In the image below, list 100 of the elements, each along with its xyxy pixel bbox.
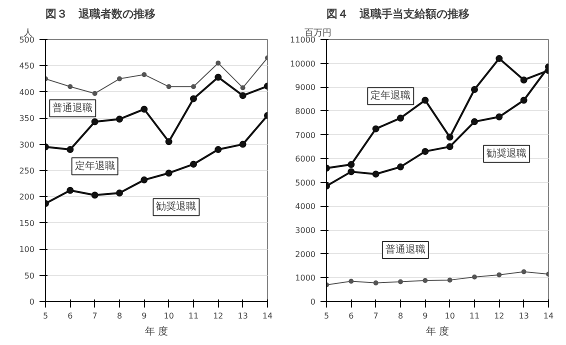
point bbox=[140, 106, 148, 113]
point bbox=[372, 170, 380, 178]
point bbox=[216, 60, 221, 66]
series-label: 定年退職 bbox=[74, 160, 115, 172]
x-tick-label: 7 bbox=[373, 312, 378, 320]
point bbox=[397, 114, 404, 122]
point bbox=[520, 76, 528, 84]
point bbox=[239, 92, 246, 100]
point bbox=[446, 134, 454, 141]
chart-title: 図４ 退職手当支給額の推移 bbox=[326, 8, 470, 20]
x-axis-title: 年 度 bbox=[426, 326, 450, 338]
point bbox=[66, 146, 74, 154]
point bbox=[372, 125, 380, 132]
x-tick-label: 9 bbox=[422, 312, 428, 320]
y-tick-label: 5000 bbox=[295, 178, 316, 188]
point bbox=[142, 72, 147, 78]
point bbox=[68, 84, 73, 90]
point bbox=[214, 74, 222, 81]
x-tick-label: 14 bbox=[262, 312, 273, 320]
point bbox=[521, 269, 526, 274]
y-tick-label: 50 bbox=[24, 271, 35, 280]
series-label: 普通退職 bbox=[52, 102, 93, 114]
y-tick-label: 7000 bbox=[295, 130, 316, 140]
point bbox=[422, 96, 429, 104]
x-tick-label: 6 bbox=[348, 312, 354, 320]
point bbox=[191, 84, 196, 90]
y-tick-label: 3000 bbox=[295, 226, 316, 236]
series-label: 定年退職 bbox=[370, 90, 411, 102]
point bbox=[348, 168, 355, 176]
text: 普通退職 bbox=[385, 244, 426, 256]
y-tick-label: 1000 bbox=[295, 274, 316, 283]
point bbox=[422, 148, 429, 155]
x-tick-label: 14 bbox=[543, 312, 554, 320]
x-tick-label: 8 bbox=[116, 312, 122, 320]
point bbox=[496, 55, 503, 62]
x-tick-label: 7 bbox=[92, 312, 98, 320]
point bbox=[117, 76, 122, 82]
y-tick-label: 0 bbox=[310, 298, 316, 306]
y-tick-label: 0 bbox=[29, 298, 35, 306]
point bbox=[520, 96, 528, 104]
point bbox=[66, 186, 74, 194]
y-tick-label: 400 bbox=[19, 88, 35, 97]
x-tick-label: 11 bbox=[188, 312, 199, 320]
point bbox=[214, 146, 222, 154]
point bbox=[91, 192, 98, 199]
x-tick-label: 5 bbox=[324, 312, 330, 320]
x-tick-label: 9 bbox=[142, 312, 147, 320]
y-tick-label: 100 bbox=[19, 245, 35, 254]
point bbox=[140, 176, 148, 184]
point bbox=[190, 160, 197, 168]
x-tick-label: 8 bbox=[398, 312, 404, 320]
y-tick-label: 500 bbox=[19, 36, 35, 44]
point bbox=[446, 143, 454, 150]
point bbox=[373, 280, 378, 286]
x-tick-label: 10 bbox=[444, 312, 455, 320]
point bbox=[348, 278, 354, 284]
x-axis-title: 年 度 bbox=[144, 326, 168, 338]
point bbox=[447, 278, 452, 283]
point bbox=[190, 95, 197, 102]
y-tick-label: 4000 bbox=[295, 202, 316, 212]
point bbox=[397, 163, 404, 170]
point bbox=[471, 118, 478, 126]
point bbox=[496, 113, 503, 120]
point bbox=[240, 85, 246, 90]
point bbox=[422, 278, 428, 284]
x-tick-label: 6 bbox=[68, 312, 73, 320]
point bbox=[239, 140, 246, 148]
x-tick-label: 13 bbox=[238, 312, 248, 320]
point bbox=[496, 272, 502, 278]
point bbox=[116, 190, 123, 197]
x-tick-label: 5 bbox=[42, 312, 48, 320]
y-axis-title: 百万円 bbox=[304, 28, 332, 38]
y-tick-label: 150 bbox=[19, 218, 35, 228]
point bbox=[116, 116, 123, 123]
text: 勧奨退職 bbox=[156, 200, 196, 213]
y-tick-label: 2000 bbox=[295, 250, 316, 259]
point bbox=[166, 84, 172, 90]
point bbox=[472, 274, 477, 280]
x-tick-label: 13 bbox=[518, 312, 529, 320]
point bbox=[348, 161, 355, 168]
text: 勧奨退職 bbox=[486, 147, 527, 160]
y-tick-label: 300 bbox=[19, 140, 35, 150]
x-tick-label: 11 bbox=[469, 312, 480, 320]
y-tick-label: 250 bbox=[19, 166, 35, 176]
y-tick-label: 200 bbox=[19, 192, 35, 202]
y-tick-label: 9000 bbox=[295, 83, 316, 92]
x-tick-label: 10 bbox=[164, 312, 174, 320]
point bbox=[165, 170, 172, 177]
chart-title: 図３ 退職者数の推移 bbox=[46, 8, 156, 20]
point bbox=[471, 86, 478, 94]
y-tick-label: 6000 bbox=[295, 154, 316, 164]
y-tick-label: 8000 bbox=[295, 106, 316, 116]
x-tick-label: 12 bbox=[213, 312, 224, 320]
y-tick-label: 450 bbox=[19, 62, 35, 71]
point bbox=[92, 90, 98, 96]
x-tick-label: 12 bbox=[494, 312, 504, 320]
point bbox=[398, 279, 403, 284]
point bbox=[165, 138, 172, 146]
point bbox=[91, 118, 98, 126]
y-tick-label: 11000 bbox=[290, 36, 316, 44]
